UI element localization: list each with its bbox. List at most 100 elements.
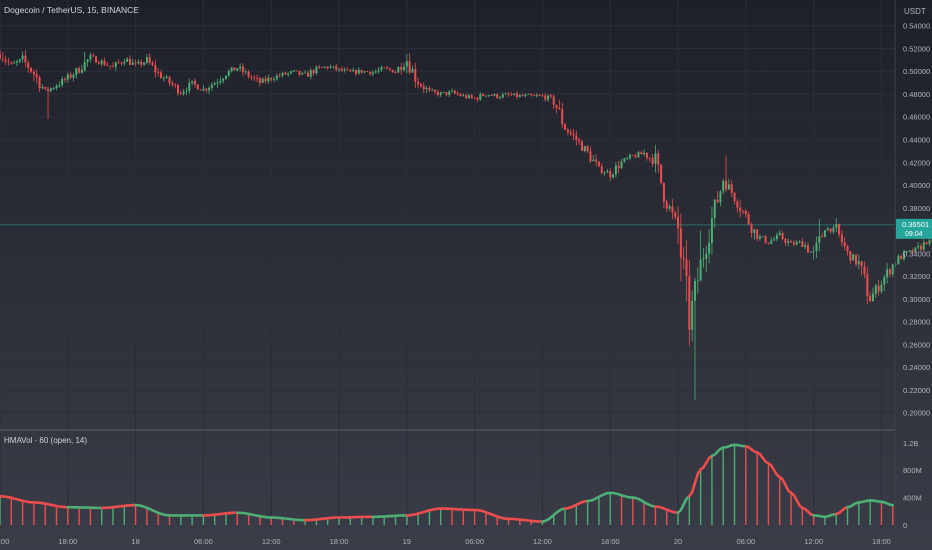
candle-body — [386, 67, 389, 69]
candle-body — [369, 71, 372, 75]
candle-body — [871, 293, 874, 302]
candle — [804, 242, 807, 250]
candle-body — [716, 199, 719, 203]
time-axis[interactable]: 12:00 18:00 18 06:00 12:00 18:00 19 06:00 12:00 1… — [0, 537, 891, 546]
candle — [114, 61, 117, 72]
candle-body — [897, 255, 900, 265]
candle — [55, 83, 58, 91]
symbol-title[interactable]: Dogecoin / TetherUS, 15, BINANCE — [4, 5, 139, 15]
candle — [174, 83, 177, 89]
time-tick-label: 20 — [674, 537, 682, 546]
candle-body — [527, 94, 530, 95]
candle-body — [306, 72, 309, 77]
hmavol-line-segment — [236, 511, 273, 519]
candle — [705, 245, 708, 272]
candle — [756, 228, 759, 242]
candle-body — [688, 276, 691, 330]
candle — [806, 242, 809, 254]
candle — [555, 104, 558, 114]
candle — [442, 92, 445, 94]
candle-body — [289, 71, 292, 74]
candle-body — [86, 59, 89, 63]
candle — [719, 190, 722, 207]
candle — [236, 68, 239, 72]
candle-body — [629, 154, 632, 159]
hmavol-line-segment — [32, 501, 70, 509]
hmavol-line-segment — [563, 499, 589, 510]
candle — [473, 96, 476, 99]
time-tick-label: 12:00 — [804, 537, 823, 546]
candle — [15, 59, 18, 67]
candle — [880, 280, 883, 294]
candle — [679, 213, 682, 282]
hmavol-line-segment — [202, 511, 239, 517]
candle — [871, 287, 874, 302]
candle-body — [58, 85, 61, 87]
candle — [623, 157, 626, 163]
candle-body — [354, 70, 357, 74]
candle — [44, 86, 47, 91]
candle-body — [38, 77, 41, 89]
candle — [710, 207, 713, 255]
candle — [532, 93, 535, 96]
candle — [278, 73, 281, 78]
candle-body — [1, 58, 4, 60]
candle — [905, 250, 908, 253]
candle — [58, 81, 61, 88]
indicator-axis[interactable]: 1.2B 800M 400M 0 — [903, 439, 922, 530]
candle-body — [145, 57, 148, 63]
candle-body — [363, 71, 366, 73]
price-tick-label: 0.54000 — [903, 22, 930, 31]
candle — [677, 206, 680, 245]
candle — [499, 95, 502, 100]
candle — [417, 77, 420, 89]
candle-body — [126, 58, 129, 62]
candle — [527, 93, 530, 95]
candle — [386, 65, 389, 70]
candle — [275, 73, 278, 81]
candle-body — [417, 81, 420, 85]
time-tick-label: 18 — [131, 537, 139, 546]
candle-body — [702, 258, 705, 260]
candle-body — [380, 67, 383, 71]
candle-body — [30, 67, 33, 72]
candle — [549, 93, 552, 99]
candle-body — [575, 135, 578, 140]
candle — [798, 240, 801, 244]
candle — [843, 237, 846, 251]
candle — [377, 67, 380, 74]
candle — [349, 69, 352, 72]
candle-body — [394, 72, 397, 74]
candle-body — [569, 132, 572, 134]
candle-body — [123, 61, 126, 64]
candle — [41, 84, 44, 90]
candle — [597, 161, 600, 168]
candle — [753, 229, 756, 240]
candle — [592, 154, 595, 162]
candle-body — [397, 67, 400, 73]
candle — [640, 150, 643, 155]
candle — [18, 58, 21, 64]
candle-body — [44, 87, 47, 89]
candle-body — [470, 95, 473, 98]
candle-body — [35, 74, 38, 78]
indicator-title[interactable]: HMAVol · 60 (open, 14) — [4, 436, 87, 445]
candle-body — [840, 234, 843, 243]
candle-body — [727, 184, 730, 190]
candle-body — [467, 95, 470, 98]
candle — [145, 54, 148, 65]
hmavol-line-segment — [0, 494, 36, 504]
indicator-tick-label: 800M — [903, 466, 922, 475]
candle-body — [343, 69, 346, 71]
candle — [462, 93, 465, 97]
candle-body — [462, 95, 465, 97]
candle-body — [595, 159, 598, 162]
candle — [713, 198, 716, 228]
candle — [191, 80, 194, 86]
candle-body — [191, 80, 194, 83]
candle-body — [648, 157, 651, 159]
candle-body — [10, 62, 13, 64]
price-axis[interactable]: 0.54000 0.52000 0.50000 0.48000 0.46000 0.440… — [903, 22, 930, 418]
candle-body — [580, 141, 583, 151]
